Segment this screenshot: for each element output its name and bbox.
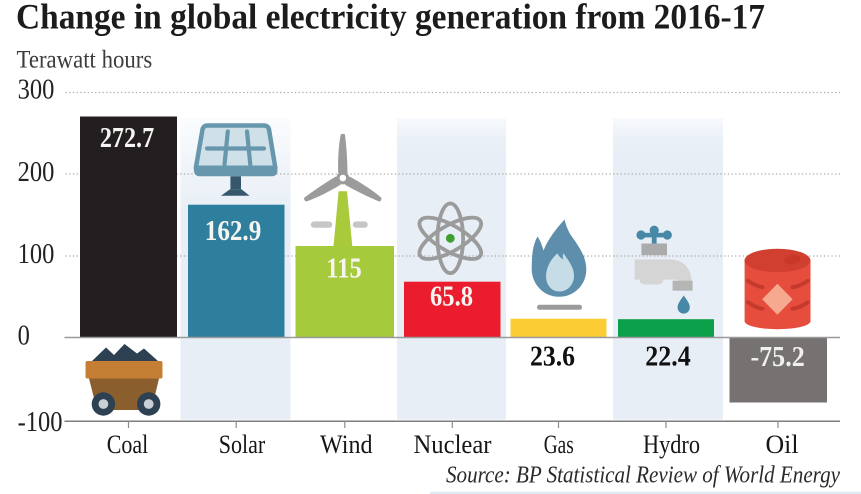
- svg-text:162.9: 162.9: [205, 214, 262, 246]
- svg-text:115: 115: [326, 252, 361, 284]
- svg-text:-100: -100: [18, 405, 63, 437]
- svg-text:Terawatt hours: Terawatt hours: [17, 46, 153, 74]
- svg-text:65.8: 65.8: [430, 280, 473, 312]
- svg-text:22.4: 22.4: [645, 340, 690, 372]
- svg-text:0: 0: [18, 319, 30, 351]
- svg-text:Coal: Coal: [107, 432, 149, 460]
- svg-text:23.6: 23.6: [530, 340, 575, 372]
- svg-text:Change in global electricity g: Change in global electricity generation …: [16, 0, 765, 37]
- svg-text:-75.2: -75.2: [751, 340, 805, 372]
- svg-text:Oil: Oil: [766, 432, 799, 460]
- svg-text:300: 300: [18, 73, 55, 105]
- svg-text:Hydro: Hydro: [643, 432, 700, 460]
- svg-text:Wind: Wind: [320, 432, 373, 460]
- svg-text:Source: BP Statistical Review: Source: BP Statistical Review of World E…: [446, 461, 841, 488]
- svg-text:100: 100: [18, 237, 55, 269]
- svg-text:200: 200: [18, 155, 55, 187]
- svg-text:Solar: Solar: [219, 432, 266, 460]
- svg-text:Gas: Gas: [544, 432, 574, 460]
- svg-text:Nuclear: Nuclear: [414, 432, 492, 460]
- svg-text:272.7: 272.7: [100, 121, 154, 153]
